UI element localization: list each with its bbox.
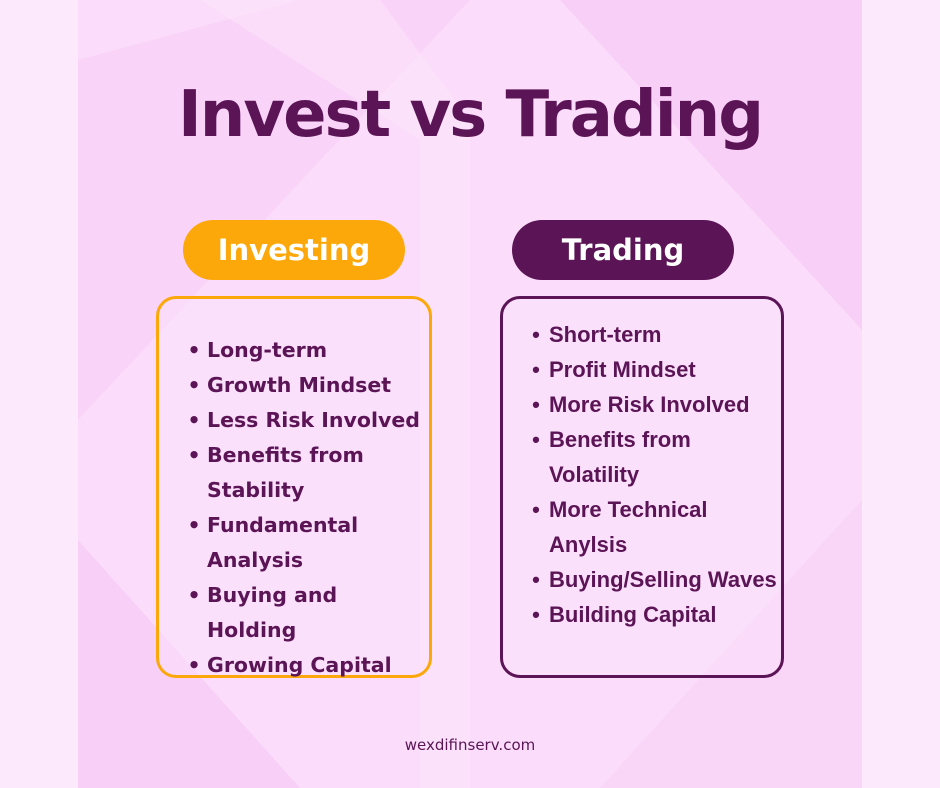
investing-card: • Long-term • Growth Mindset • Less Risk In… [156, 296, 432, 678]
list-item: • Long-term [187, 333, 427, 368]
list-item: • Growth Mindset [187, 368, 427, 403]
list-item: • More Risk Involved [529, 387, 785, 422]
bullet-icon: • [187, 653, 201, 677]
investing-heading: Investing [217, 233, 371, 267]
list-item: • Benefits from Volatility [529, 422, 785, 492]
list-item: • Less Risk Involved [187, 403, 427, 438]
bullet-icon: • [532, 322, 540, 347]
list-item: • Buying/Selling Waves [529, 562, 785, 597]
bullet-icon: • [187, 443, 201, 467]
bullet-icon: • [187, 583, 201, 607]
list-item: • Benefits from Stability [187, 438, 427, 508]
page-title: Invest vs Trading [177, 78, 764, 152]
bullet-icon: • [532, 567, 540, 592]
list-item: • Building Capital [529, 597, 785, 632]
list-item: • Fundamental Analysis [187, 508, 427, 578]
investing-heading-pill: Investing [183, 220, 405, 280]
trading-heading-pill: Trading [512, 220, 734, 280]
list-item: • More Technical Anylsis [529, 492, 785, 562]
bullet-icon: • [532, 427, 540, 452]
bullet-icon: • [187, 373, 201, 397]
list-item: • Profit Mindset [529, 352, 785, 387]
bullet-icon: • [187, 513, 201, 537]
trading-heading: Trading [561, 233, 685, 267]
bullet-icon: • [532, 602, 540, 627]
list-item: • Short-term [529, 317, 785, 352]
trading-card: • Short-term • Profit Mindset • More Risk I… [500, 296, 784, 678]
bullet-icon: • [532, 357, 540, 382]
bullet-icon: • [532, 392, 540, 417]
list-item: • Buying and Holding [187, 578, 427, 648]
list-item: • Growing Capital [187, 648, 427, 683]
investing-list: • Long-term • Growth Mindset • Less Risk In… [187, 333, 427, 683]
website-footer: wexdifinserv.com [404, 736, 536, 754]
bullet-icon: • [187, 338, 201, 362]
trading-list: • Short-term • Profit Mindset • More Risk I… [529, 317, 785, 632]
bullet-icon: • [187, 408, 201, 432]
bullet-icon: • [532, 497, 540, 522]
